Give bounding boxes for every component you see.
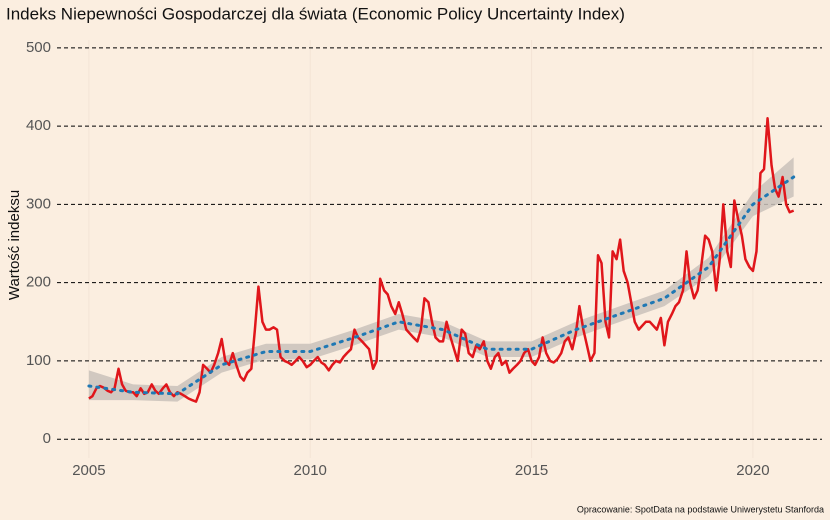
x-tick-label: 2020 (736, 462, 769, 479)
data-line (88, 117, 795, 403)
y-tick-label: 0 (43, 430, 51, 447)
y-axis-label: Wartość indeksu (6, 190, 23, 300)
y-tick-label: 500 (26, 39, 51, 56)
y-tick-label: 300 (26, 195, 51, 212)
y-tick-label: 200 (26, 274, 51, 291)
y-tick-label: 100 (26, 352, 51, 369)
x-tick-label: 2005 (72, 462, 105, 479)
trend-line (87, 175, 796, 396)
caption: Opracowanie: SpotData na podstawie Uniwe… (577, 504, 824, 514)
x-tick-label: 2010 (294, 462, 327, 479)
y-tick-label: 400 (26, 117, 51, 134)
chart-title: Indeks Niepewności Gospodarczej dla świa… (6, 4, 625, 23)
x-tick-label: 2015 (515, 462, 548, 479)
